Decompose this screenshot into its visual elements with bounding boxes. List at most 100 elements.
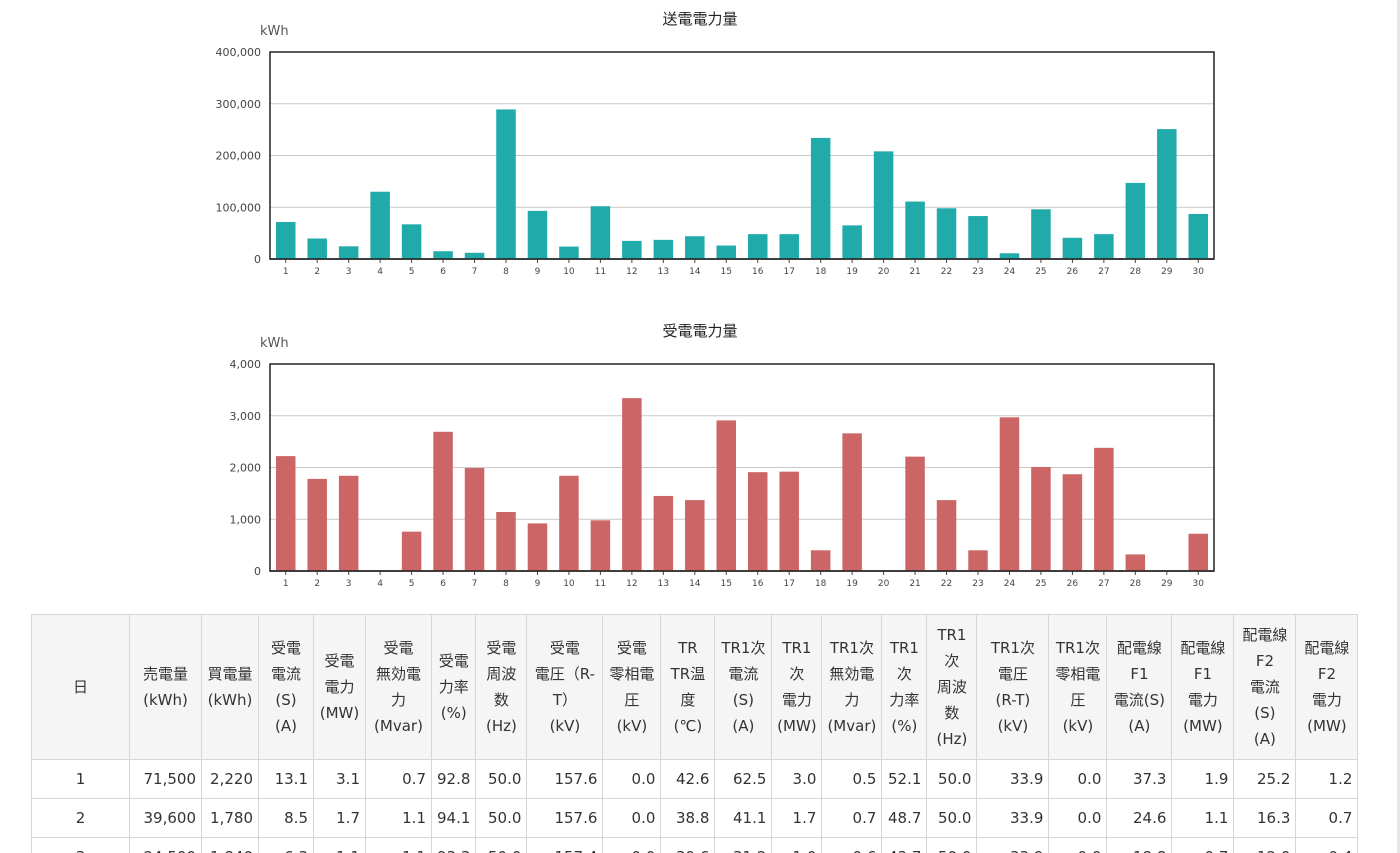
x-tick-label: 9 <box>535 267 541 277</box>
x-tick-label: 11 <box>595 267 606 277</box>
bar <box>401 224 422 259</box>
y-tick-label: 1,000 <box>230 513 262 526</box>
bar <box>496 109 516 259</box>
table-cell: 1.9 <box>1171 759 1235 799</box>
table-cell: 1.7 <box>771 798 823 838</box>
table-cell: 1,780 <box>201 798 259 838</box>
bar <box>653 495 674 571</box>
x-tick-label: 13 <box>658 267 669 277</box>
table-cell: 12.0 <box>1233 837 1297 853</box>
y-axis-unit: kWh <box>260 24 289 39</box>
table-cell: 25.2 <box>1233 759 1297 799</box>
bar <box>999 253 1020 259</box>
vertical-scrollbar[interactable] <box>1397 0 1400 853</box>
table-cell: 31.2 <box>714 837 773 853</box>
table-cell: 62.5 <box>714 759 773 799</box>
column-header: 日 <box>31 614 130 760</box>
bar <box>810 550 831 571</box>
y-tick-label: 300,000 <box>216 98 262 111</box>
table-cell: 0.0 <box>1048 798 1108 838</box>
x-tick-label: 19 <box>846 579 858 589</box>
x-tick-label: 25 <box>1035 267 1046 277</box>
x-tick-label: 17 <box>783 579 794 589</box>
table-cell: 6.3 <box>258 837 314 853</box>
bar <box>1188 213 1209 259</box>
bar <box>716 420 737 571</box>
bar <box>307 238 327 259</box>
x-tick-label: 5 <box>409 267 415 277</box>
bar <box>464 468 485 571</box>
table-cell: 41.1 <box>714 798 773 838</box>
bar <box>433 251 453 259</box>
x-tick-label: 4 <box>377 579 383 589</box>
bar <box>275 456 296 571</box>
bar <box>685 236 705 259</box>
table-cell: 8.5 <box>258 798 314 838</box>
x-tick-label: 19 <box>846 267 858 277</box>
x-tick-label: 20 <box>878 267 890 277</box>
table-cell: 157.6 <box>526 759 604 799</box>
table-row: 2 39,600 1,780 8.5 1.7 1.1 94.1 50.0 157.6 0.0 38.… <box>31 798 1359 838</box>
table-cell: 0.6 <box>821 837 883 853</box>
y-tick-label: 400,000 <box>216 46 262 59</box>
table-cell: 24,500 <box>129 837 202 853</box>
y-axis-unit: kWh <box>260 336 289 351</box>
x-tick-label: 25 <box>1035 579 1046 589</box>
bar <box>370 191 390 259</box>
table-cell: 33.9 <box>976 798 1050 838</box>
x-tick-label: 24 <box>1004 579 1016 589</box>
x-tick-label: 10 <box>563 579 575 589</box>
table-cell: 94.1 <box>430 798 477 838</box>
x-tick-label: 21 <box>909 267 920 277</box>
table-cell: 0.7 <box>365 759 432 799</box>
column-header: 売電量 (kWh) <box>129 614 202 760</box>
table-cell: 0.0 <box>1048 759 1108 799</box>
bar <box>1125 554 1146 571</box>
y-tick-label: 0 <box>254 565 261 578</box>
x-tick-label: 26 <box>1067 267 1079 277</box>
table-cell: 42.6 <box>660 759 716 799</box>
column-header: 買電量 (kWh) <box>201 614 259 760</box>
x-tick-label: 6 <box>440 579 446 589</box>
bar <box>779 234 799 259</box>
y-tick-label: 4,000 <box>230 358 262 371</box>
x-tick-label: 8 <box>503 579 509 589</box>
x-tick-label: 24 <box>1004 267 1016 277</box>
bar <box>496 512 516 571</box>
bar <box>1094 234 1114 259</box>
bar <box>1031 466 1051 571</box>
table-cell: 1.7 <box>313 798 366 838</box>
table-cell: 1,840 <box>201 837 259 853</box>
column-header: TR1次 無効電 力 (Mvar) <box>821 614 883 760</box>
table-cell: 33.9 <box>976 759 1050 799</box>
y-tick-label: 100,000 <box>216 201 262 214</box>
bar <box>590 206 611 259</box>
table-cell: 3.0 <box>771 759 823 799</box>
table-cell: 0.0 <box>602 759 662 799</box>
table-cell: 92.8 <box>430 759 477 799</box>
bar <box>747 234 768 259</box>
column-header: 配電線 F1 電流(S) (A) <box>1106 614 1173 760</box>
x-tick-label: 9 <box>535 579 541 589</box>
bar <box>905 456 925 571</box>
bar <box>968 550 988 571</box>
bar <box>1157 129 1177 259</box>
bar <box>999 417 1020 571</box>
bar <box>747 472 768 571</box>
bar <box>464 252 485 259</box>
daily-data-table-container[interactable]: 日売電量 (kWh) 買電量 (kWh) 受電 電流 (S) (A) 受電 電力 (M… <box>31 614 1375 853</box>
table-cell: 0.0 <box>602 798 662 838</box>
table-cell: 157.6 <box>526 798 604 838</box>
bar <box>716 245 737 259</box>
bar <box>1094 447 1114 571</box>
table-cell: 50.0 <box>475 759 528 799</box>
table-cell: 1.0 <box>771 837 823 853</box>
bar <box>527 523 548 571</box>
table-cell: 1.1 <box>1171 798 1235 838</box>
table-cell: 50.0 <box>926 759 978 799</box>
table-cell: 1.1 <box>365 798 432 838</box>
x-tick-label: 15 <box>721 267 732 277</box>
bar <box>559 475 579 571</box>
table-cell: 2 <box>31 798 130 838</box>
table-body: 1 71,500 2,220 13.1 3.1 0.7 92.8 50.0 157.6 0.0 42… <box>31 759 1359 853</box>
